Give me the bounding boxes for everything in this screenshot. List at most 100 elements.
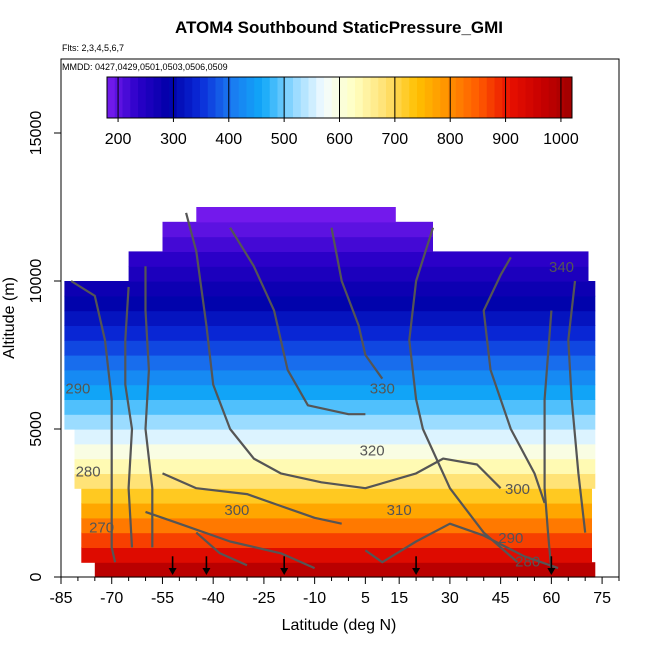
colorbar-segment — [246, 77, 255, 118]
field-band — [74, 429, 596, 445]
x-tick-label: -85 — [49, 590, 72, 607]
colorbar-segment — [130, 77, 139, 118]
field-band — [64, 340, 596, 356]
colorbar-segment — [122, 77, 131, 118]
x-tick-label: 75 — [593, 590, 611, 607]
contour-line — [567, 280, 587, 533]
flights-subtitle: Flts: 2,3,4,5,6,7 — [62, 43, 124, 53]
colorbar-segment — [138, 77, 147, 118]
field-band — [64, 414, 596, 430]
x-tick-label: -40 — [202, 590, 225, 607]
colorbar-segment — [479, 77, 488, 118]
y-tick-label: 0 — [28, 572, 45, 581]
contour-line — [195, 531, 248, 567]
colorbar-segment — [262, 77, 271, 118]
field-band — [64, 295, 596, 312]
colorbar-segment — [324, 77, 333, 118]
contour-line — [145, 510, 316, 570]
colorbar-tick-label: 600 — [326, 131, 353, 148]
colorbar-segment — [339, 77, 348, 118]
colorbar-segment — [370, 77, 379, 118]
colorbar-segment — [269, 77, 278, 118]
colorbar: 200 300 400 500 600 700 800 900 1000 — [105, 76, 579, 148]
profile-marker-head — [412, 568, 421, 575]
field-band — [64, 355, 596, 371]
field-band — [64, 399, 596, 415]
colorbar-segment — [254, 77, 263, 118]
x-tick-label: 15 — [390, 590, 408, 607]
colorbar-tick-label: 800 — [437, 131, 464, 148]
colorbar-segment — [424, 77, 433, 118]
colorbar-segment — [401, 77, 410, 118]
contour-line — [229, 227, 366, 416]
x-tick-label: 5 — [361, 590, 370, 607]
colorbar-tick-label: 200 — [105, 131, 132, 148]
contour-label: 300 — [505, 481, 530, 498]
field-band — [64, 310, 596, 326]
colorbar-segment — [378, 77, 387, 118]
colorbar-segment — [223, 77, 232, 118]
contour-line — [162, 472, 342, 525]
colorbar-segment — [448, 77, 457, 118]
profile-marker-head — [202, 568, 211, 575]
colorbar-segment — [525, 77, 534, 118]
colorbar-segment — [541, 77, 550, 118]
profile-markers — [168, 556, 556, 575]
colorbar-segment — [176, 77, 185, 118]
y-axis: 0 5000 10000 15000 — [28, 111, 61, 581]
contour-line — [124, 286, 134, 548]
x-tick-label: 45 — [492, 590, 510, 607]
y-tick-label: 5000 — [28, 411, 45, 447]
colorbar-segment — [432, 77, 441, 118]
colorbar-segment — [200, 77, 209, 118]
colorbar-segment — [362, 77, 371, 118]
colorbar-segment — [347, 77, 356, 118]
contour-line — [330, 227, 384, 380]
contour-label: 280 — [515, 554, 540, 571]
colorbar-segment — [207, 77, 216, 118]
colorbar-segment — [409, 77, 418, 118]
colorbar-segment — [107, 77, 116, 118]
field-band — [196, 207, 396, 223]
contour-label: 330 — [370, 381, 395, 398]
contour-line — [70, 280, 117, 563]
colorbar-segment — [355, 77, 364, 118]
x-tick-label: -70 — [100, 590, 123, 607]
field-band — [162, 236, 433, 252]
field-band — [128, 251, 589, 267]
field-band — [74, 458, 596, 474]
colorbar-segment — [285, 77, 294, 118]
colorbar-segment — [153, 77, 162, 118]
colorbar-segment — [533, 77, 542, 118]
colorbar-segment — [471, 77, 480, 118]
colorbar-segment — [386, 77, 395, 118]
colorbar-segment — [486, 77, 495, 118]
theta-contours — [70, 212, 587, 572]
colorbar-tick-label: 1000 — [543, 131, 579, 148]
x-tick-label: 30 — [441, 590, 459, 607]
profile-marker-head — [547, 568, 556, 575]
field-band — [74, 443, 596, 460]
contour-label: 290 — [65, 381, 90, 398]
colorbar-segment — [494, 77, 503, 118]
colorbar-segment — [114, 77, 123, 118]
field-band — [64, 281, 596, 297]
colorbar-segment — [161, 77, 170, 118]
colorbar-tick-label: 400 — [215, 131, 242, 148]
colorbar-segment — [145, 77, 154, 118]
contour-label: 280 — [76, 463, 101, 480]
field-band — [94, 562, 596, 578]
x-axis: -85 -70 -55 -40 -25 -10 5 15 30 45 60 75 — [49, 577, 620, 607]
colorbar-segment — [455, 77, 464, 118]
contour-line — [144, 266, 154, 548]
colorbar-segment — [393, 77, 402, 118]
x-tick-label: -25 — [252, 590, 275, 607]
contour-line — [408, 227, 519, 564]
x-tick-label: 60 — [543, 590, 561, 607]
field-band — [74, 473, 596, 489]
x-axis-label: Latitude (deg N) — [282, 617, 397, 634]
colorbar-segment — [517, 77, 526, 118]
colorbar-segment — [215, 77, 224, 118]
field-band — [128, 266, 589, 282]
plot-frame — [60, 58, 620, 578]
